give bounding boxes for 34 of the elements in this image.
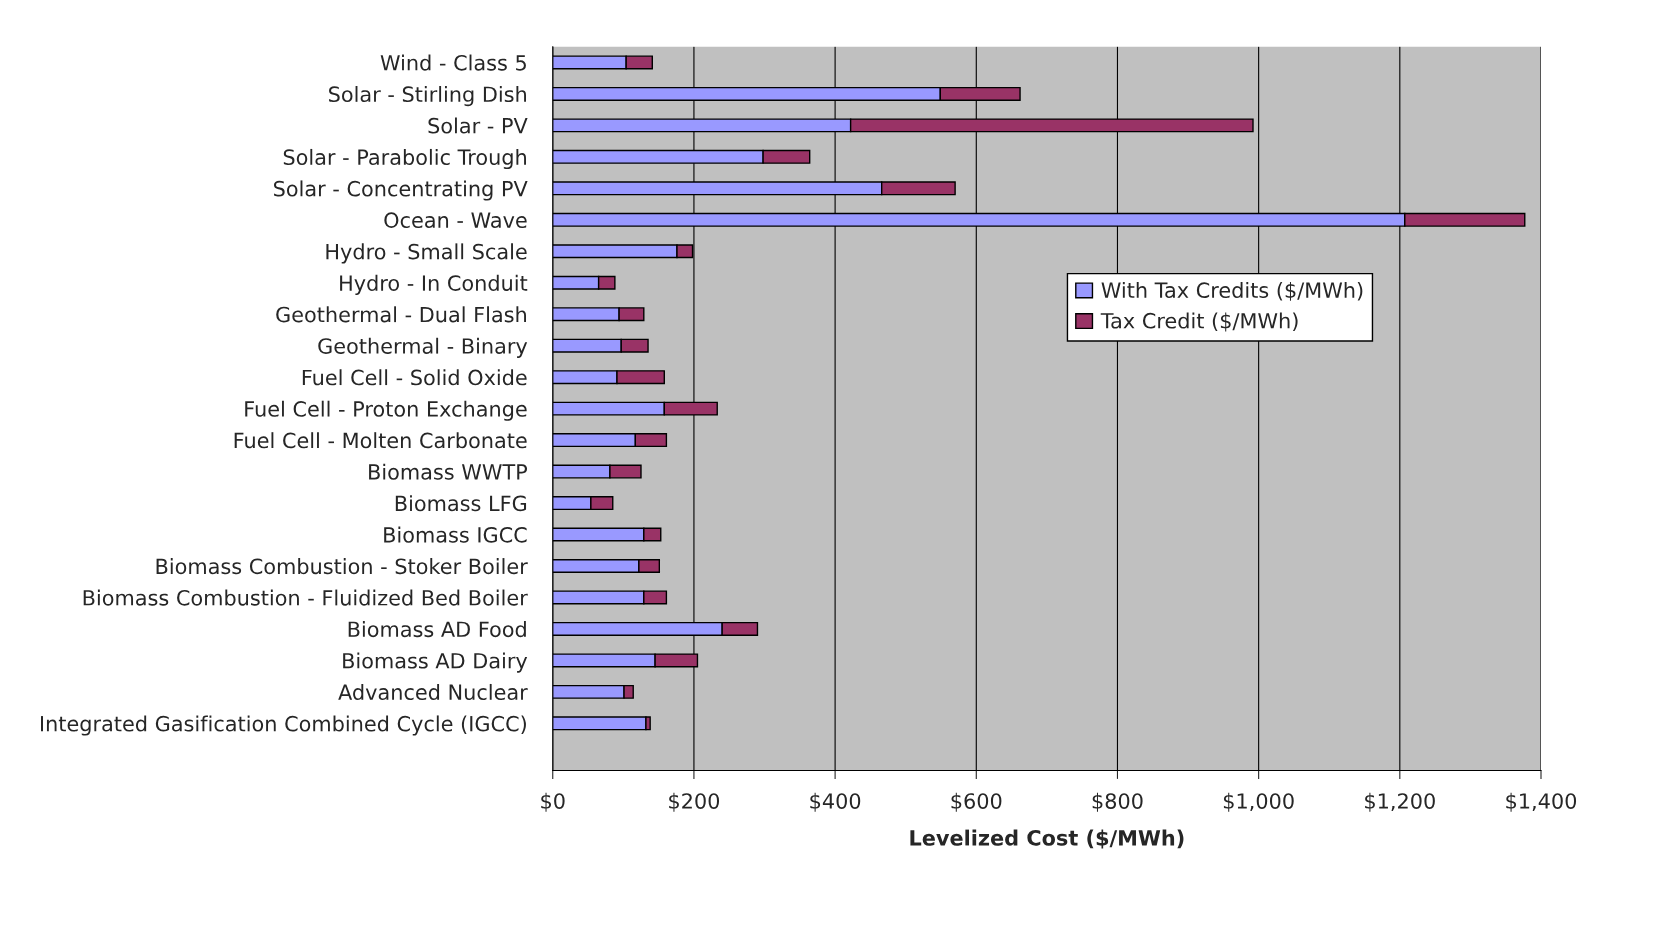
y-tick-label: Advanced Nuclear	[338, 683, 528, 701]
y-tick-label: Solar - Stirling Dish	[329, 85, 526, 107]
y-tick-label: Wind - Class 5	[380, 54, 526, 71]
y-tick-label: Integrated Gasification Combined Cycle (IGCC)	[40, 715, 526, 736]
bar	[552, 716, 647, 731]
y-tick-label: Biomass Combustion - Fluidized Bed Boiler	[83, 589, 528, 606]
y-tick-label: Biomass IGCC	[384, 526, 527, 543]
x-tick-label: $200	[669, 792, 720, 812]
y-tick-label: Fuel Cell - Molten Carbonate	[234, 432, 527, 449]
legend-label: Tax Credit ($/MWh)	[1100, 312, 1298, 332]
y-tick-label: Hydro - In Conduit	[340, 274, 528, 295]
y-tick-label: Biomass WWTP	[369, 463, 528, 480]
y-tick-label: Solar - Parabolic Trough	[283, 148, 526, 170]
y-tick-label: Biomass AD Dairy	[343, 652, 528, 673]
x-tick-label: $1,400	[1506, 792, 1577, 812]
y-tick-label: Hydro - Small Scale	[326, 243, 527, 264]
x-tick-label: $1,200	[1365, 792, 1435, 812]
y-tick-label: Solar - Concentrating PV	[273, 180, 528, 201]
y-tick-label: Geothermal - Dual Flash	[276, 306, 526, 323]
x-tick-label: $600	[951, 792, 1002, 812]
x-tick-label: $400	[810, 792, 861, 812]
y-tick-label: Biomass AD Food	[348, 621, 526, 638]
legend-label: With Tax Credits ($/MWh)	[1101, 281, 1363, 301]
y-tick-label: Fuel Cell - Proton Exchange	[245, 400, 527, 421]
y-tick-label: Biomass Combustion - Stoker Boiler	[156, 558, 528, 575]
y-tick-label: Solar - PV	[428, 117, 528, 134]
x-tick-label: $800	[1092, 792, 1143, 812]
y-tick-label: Ocean - Wave	[384, 212, 527, 229]
y-tick-label: Fuel Cell - Solid Oxide	[302, 369, 527, 386]
y-tick-label: Biomass LFG	[395, 495, 527, 512]
x-axis-title: Levelized Cost ($/MWh)	[910, 829, 1184, 849]
x-tick-label: $0	[541, 792, 565, 812]
y-tick-label: Geothermal - Binary	[318, 337, 528, 358]
x-tick-label: $1,000	[1223, 792, 1294, 812]
